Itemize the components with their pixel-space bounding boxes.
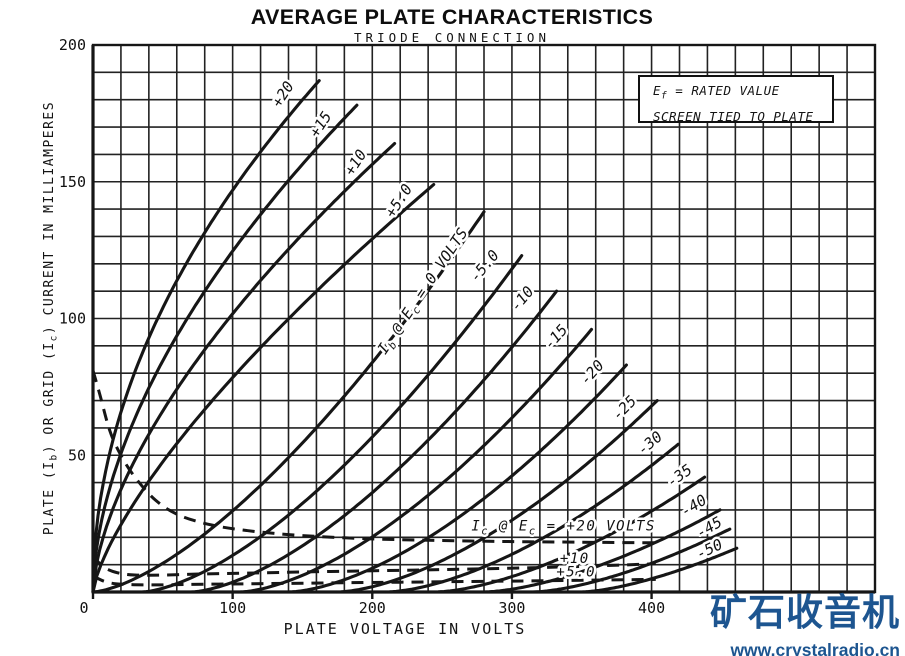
- tick-label: 400: [638, 599, 665, 617]
- tick-label: 150: [59, 173, 86, 191]
- curve-ec--15: [238, 327, 594, 594]
- grid-current-label-ec-+10: +10: [560, 551, 590, 567]
- grid-lines: [92, 44, 876, 593]
- curve-ec--50: [580, 546, 739, 594]
- curve-label-ec-+15: +15: [306, 108, 336, 141]
- curve-ec-+10: [91, 141, 397, 594]
- chart-title: AVERAGE PLATE CHARACTERISTICS: [250, 5, 654, 29]
- curve-ec--5.0: [140, 254, 524, 594]
- curve-label-ec--50: -50: [693, 535, 725, 563]
- curve-label-ec--5.0: -5.0: [466, 246, 503, 285]
- chart-subtitle: TRIODE CONNECTION: [354, 30, 550, 45]
- watermark: 矿石收音机 www.crystalradio.cn: [710, 592, 900, 656]
- tick-label: 200: [59, 36, 86, 54]
- curve-ec-+15: [91, 103, 359, 594]
- curve-label-ec--30: -30: [634, 428, 666, 459]
- watermark-url: www.crystalradio.cn: [730, 640, 900, 656]
- annotation-line-1: Ef = RATED VALUE: [653, 83, 780, 102]
- tick-labels: 0 100 200 300 400 50 100 150 200: [59, 36, 665, 617]
- tick-label: 50: [68, 446, 86, 464]
- curve-ec--20: [286, 363, 628, 594]
- tick-label: 100: [219, 599, 246, 617]
- curve-ec--35: [433, 475, 707, 594]
- curve-label-ec-+5.0: +5.0: [381, 181, 416, 221]
- curve-ec-+5.0: [91, 182, 436, 594]
- tick-label: 200: [359, 599, 386, 617]
- curve-ec--45: [531, 527, 732, 594]
- y-axis-label: PLATE (Ib) OR GRID (Ic) CURRENT IN MILLI…: [42, 100, 60, 536]
- curve-label-ec--15: -15: [540, 321, 572, 353]
- grid-current-label-ec-+20: Ic @ Ec = +20 VOLTS: [471, 519, 655, 538]
- grid-current-curve-ec-+5.0: [92, 574, 656, 587]
- tick-label: 300: [498, 599, 525, 617]
- curve-label-ec--40: -40: [677, 491, 710, 521]
- watermark-logo-text: 矿石收音机: [710, 592, 900, 633]
- annotation-line-2: SCREEN TIED TO PLATE: [653, 108, 814, 124]
- solid-curves: [91, 79, 739, 594]
- tick-label: 0: [79, 599, 88, 617]
- tick-label: 100: [59, 310, 86, 328]
- dashed-curves: [91, 370, 656, 587]
- grid-current-curve-ec-+10: [91, 555, 656, 577]
- grid-current-label-ec-+5.0: +5.0: [556, 565, 596, 581]
- x-axis-label: PLATE VOLTAGE IN VOLTS: [283, 620, 527, 638]
- curve-ec-+20: [91, 79, 321, 594]
- annotation-box: Ef = RATED VALUE SCREEN TIED TO PLATE: [638, 75, 834, 124]
- curve-ec--25: [335, 399, 659, 594]
- curve-ec--40: [482, 508, 722, 594]
- curve-label-ec--20: -20: [576, 356, 608, 388]
- curve-ec-0: [91, 210, 486, 594]
- curve-ec--30: [384, 442, 680, 594]
- curve-labels: +20+15+10+5.0Ib @ Ec = 0 VOLTS-5.0-10-15…: [265, 76, 728, 584]
- curve-label-ec-+20: +20: [268, 78, 298, 111]
